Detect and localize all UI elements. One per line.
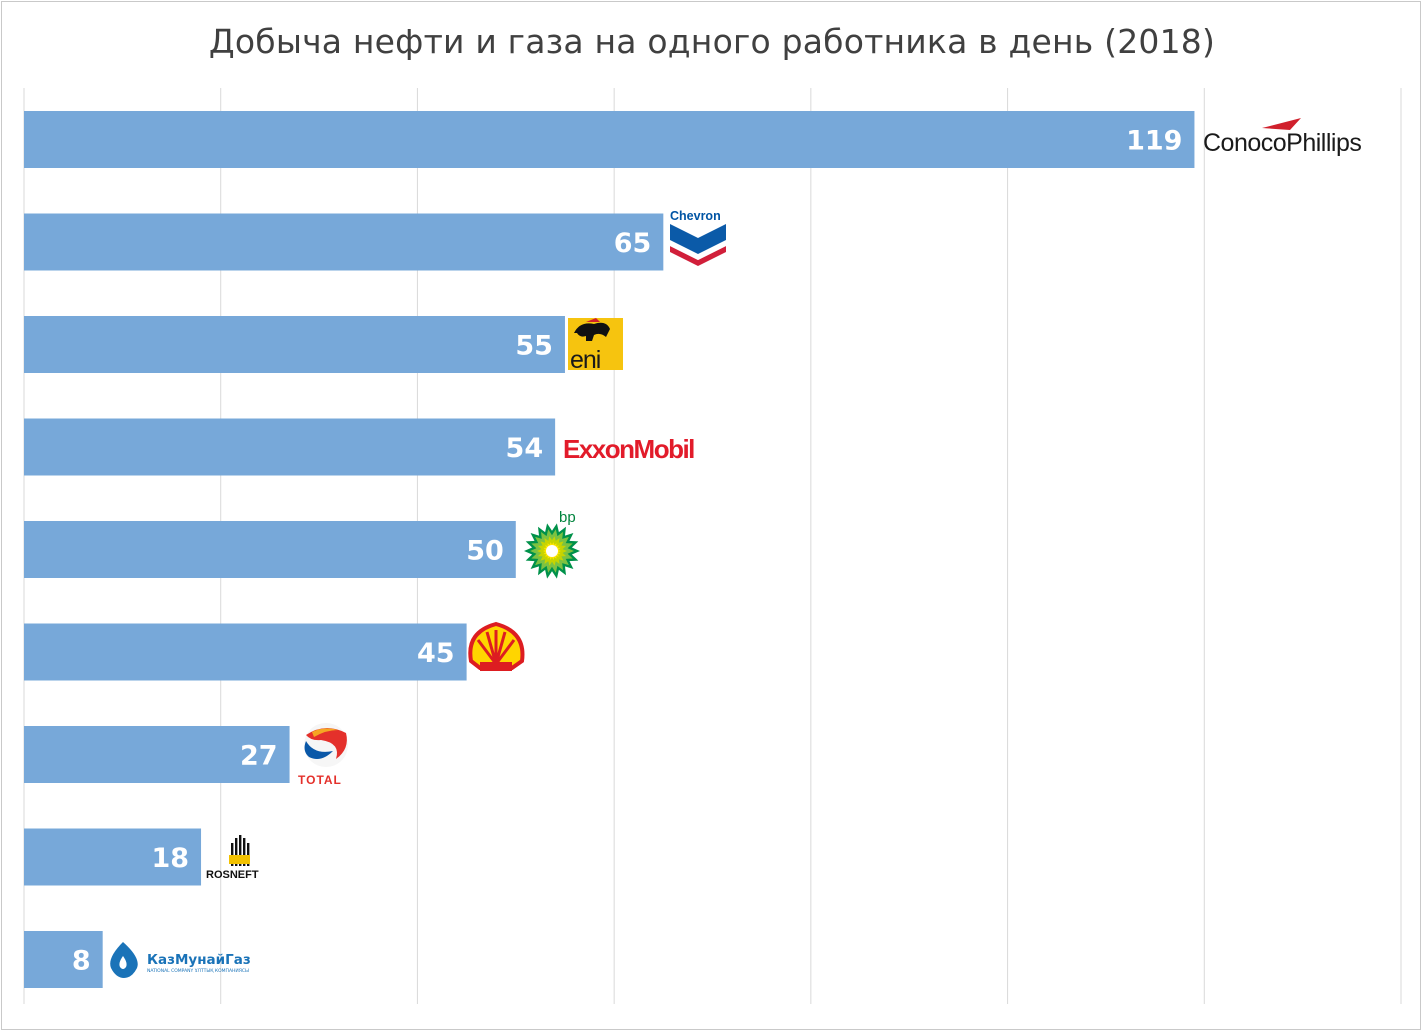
exxon-e: E xyxy=(563,434,580,464)
exxon-xx: xx xyxy=(579,434,607,464)
total-logo: TOTAL xyxy=(298,723,348,787)
data-label: 18 xyxy=(151,843,189,874)
kmg-text: КазМунайГаз xyxy=(147,952,251,968)
rosneft-logo: ROSNEFT xyxy=(206,835,259,881)
data-label: 54 xyxy=(506,433,544,464)
bar-exxonmobil xyxy=(24,418,556,476)
bar-rosneft xyxy=(24,828,202,886)
data-label: 119 xyxy=(1126,126,1182,157)
rosneft-text: ROSNEFT xyxy=(206,869,259,881)
conocophillips-text: ConocoPhillips xyxy=(1203,129,1361,157)
conocophillips-logo: ConocoPhillips xyxy=(1203,118,1362,157)
data-label: 65 xyxy=(614,228,652,259)
data-label: 27 xyxy=(240,741,278,772)
kazmunaygas-logo: КазМунайГаз NATIONAL COMPANY ҰЛТТЫҚ КОМП… xyxy=(110,942,251,978)
data-label: 50 xyxy=(466,536,504,567)
chevron-logo: Chevron xyxy=(670,209,726,266)
exxonmobil-logo: ExxonMobil xyxy=(563,434,696,464)
bar-eni xyxy=(24,316,565,373)
bar-казмунайгаз xyxy=(24,931,103,988)
bar-conocophillips xyxy=(24,111,1195,168)
bar-chevron xyxy=(24,213,664,271)
bars: 119 65 55 54 50 45 27 18 8 xyxy=(24,111,1195,988)
bp-text: bp xyxy=(559,509,576,526)
bar-total xyxy=(24,726,290,783)
bar-bp xyxy=(24,521,516,578)
eni-text: eni xyxy=(570,346,600,374)
bp-logo: bp xyxy=(524,509,580,579)
kmg-subtitle: NATIONAL COMPANY ҰЛТТЫҚ КОМПАНИЯСЫ xyxy=(147,968,249,974)
chevron-text: Chevron xyxy=(670,209,721,223)
exxon-rest: onMobil xyxy=(605,434,694,464)
data-label: 45 xyxy=(417,638,455,669)
eni-logo: eni xyxy=(568,318,623,374)
data-label: 55 xyxy=(515,331,553,362)
total-text: TOTAL xyxy=(298,773,342,787)
svg-text:ExxonMobil: ExxonMobil xyxy=(563,434,694,464)
data-label: 8 xyxy=(72,946,91,977)
chart-title: Добыча нефти и газа на одного работника … xyxy=(208,22,1216,61)
shell-logo xyxy=(468,621,525,671)
bar-shell xyxy=(24,623,467,681)
